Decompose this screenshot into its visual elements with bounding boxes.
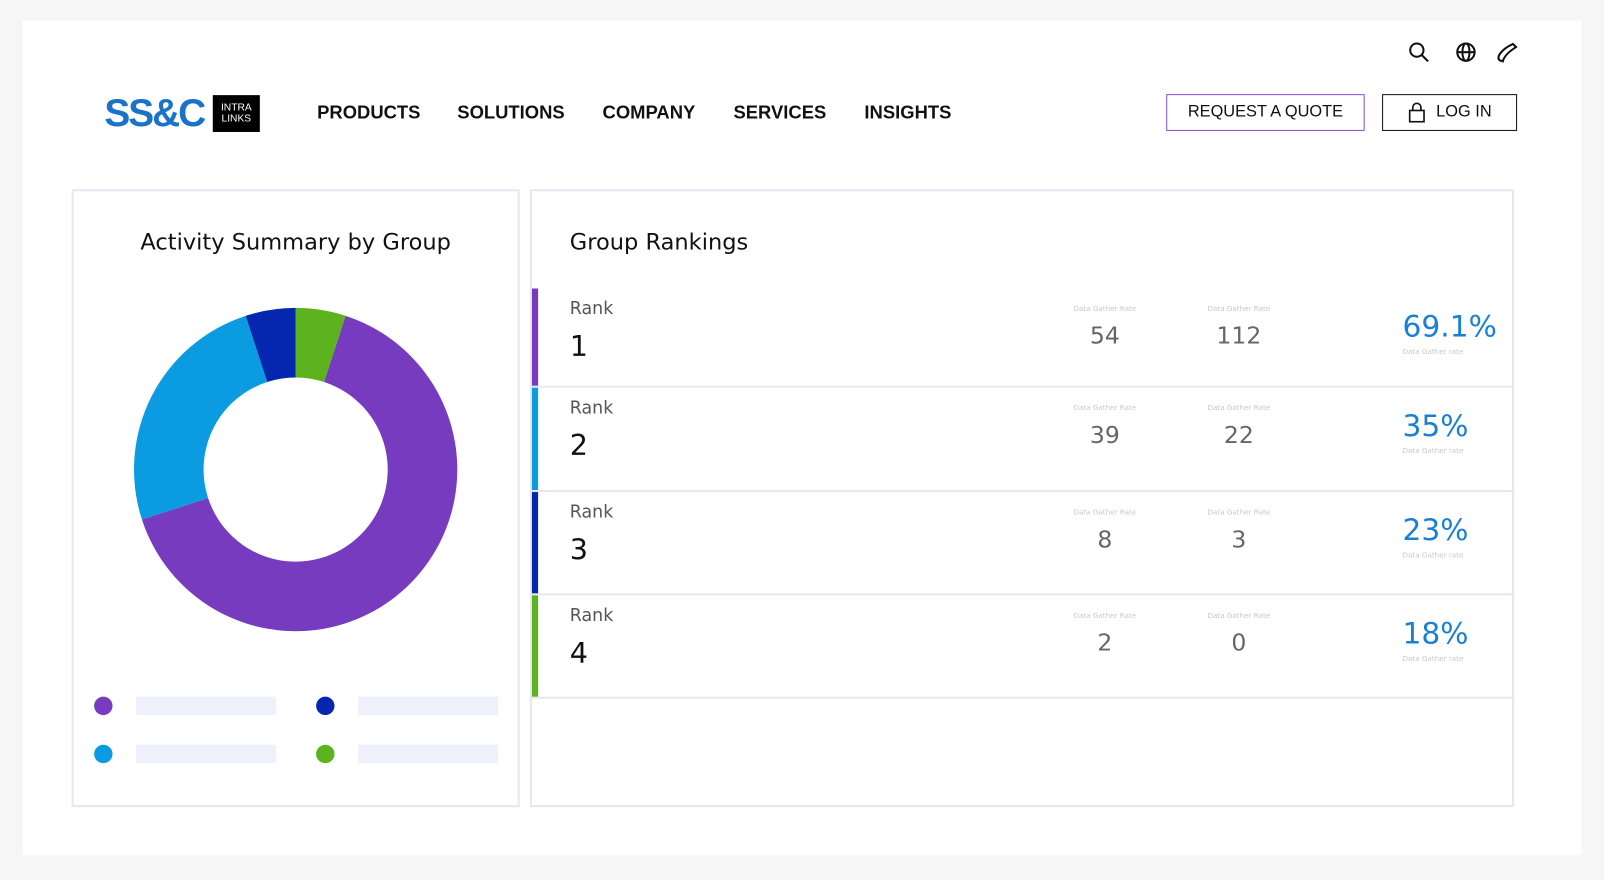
legend-placeholder — [136, 744, 277, 764]
metric-value: 54 — [1089, 323, 1120, 350]
rate-value: 18% — [1402, 615, 1469, 651]
chart-panel: Activity Summary by Group — [71, 189, 520, 808]
metric-label: Data Gather Rate — [1207, 404, 1271, 413]
ranking-row: Rank 2 Data Gather Rate 39 Data Gather Rate 2… — [531, 387, 1512, 493]
rate-label: Data Gather rate — [1402, 551, 1464, 560]
rank-label: Rank — [569, 397, 614, 419]
metric-value: 8 — [1097, 526, 1113, 554]
phone-icon[interactable] — [1497, 42, 1518, 63]
row-color-bar — [531, 492, 539, 594]
metric-label: Data Gather Rate — [1073, 611, 1137, 620]
metric-label: Data Gather Rate — [1073, 404, 1137, 413]
nav-item[interactable]: COMPANY — [602, 102, 696, 123]
row-color-bar — [531, 387, 539, 491]
rate-value: 69.1% — [1402, 308, 1497, 344]
quote-button[interactable]: REQUEST A QUOTE — [1166, 94, 1365, 131]
badge-line: LINKS — [221, 113, 252, 125]
donut-segment — [245, 307, 296, 382]
lock-icon — [1408, 102, 1425, 123]
legend-swatch — [316, 696, 335, 716]
metric-value: 112 — [1216, 323, 1262, 350]
nav-item[interactable]: INSIGHTS — [864, 102, 952, 123]
rankings-panel: Group Rankings Rank 1 Data Gather Rate 54 Da… — [529, 189, 1515, 808]
metric-label: Data Gather Rate — [1073, 508, 1137, 517]
donut-segment — [141, 315, 458, 632]
chart-title: Activity Summary by Group — [140, 230, 451, 256]
legend-placeholder — [136, 696, 277, 716]
rank-number: 1 — [569, 329, 589, 364]
donut-segment — [295, 307, 346, 382]
button-label: REQUEST A QUOTE — [1187, 103, 1344, 121]
row-color-bar — [531, 288, 539, 386]
metric-value: 0 — [1231, 630, 1247, 657]
rank-label: Rank — [569, 502, 614, 523]
donut-chart — [94, 307, 458, 764]
metric-label: Data Gather Rate — [1207, 508, 1271, 517]
legend-swatch — [316, 744, 335, 764]
nav-item[interactable]: SOLUTIONS — [457, 102, 565, 123]
metric-label: Data Gather Rate — [1073, 304, 1137, 314]
rate-value: 35% — [1402, 408, 1469, 443]
rank-label: Rank — [569, 298, 614, 320]
ranking-row: Rank 1 Data Gather Rate 54 Data Gather Rate 1… — [531, 288, 1512, 388]
metric-value: 22 — [1223, 422, 1254, 450]
rate-label: Data Gather rate — [1402, 347, 1464, 357]
rankings-title: Group Rankings — [569, 230, 749, 256]
metric-label: Data Gather Rate — [1207, 611, 1271, 620]
metric-value: 3 — [1231, 526, 1247, 554]
metric-value: 2 — [1097, 630, 1113, 657]
rank-number: 3 — [569, 532, 589, 567]
rank-number: 4 — [569, 636, 589, 671]
legend-swatch — [94, 744, 113, 764]
nav-item[interactable]: SERVICES — [733, 102, 827, 123]
donut-segment — [134, 315, 268, 520]
ranking-row: Rank 4 Data Gather Rate 2 Data Gather Rate 0 1… — [531, 595, 1512, 699]
search-icon[interactable] — [1409, 42, 1425, 58]
legend-placeholder — [358, 744, 499, 764]
ranking-row: Rank 3 Data Gather Rate 8 Data Gather Rate 3 2… — [531, 492, 1512, 596]
nav-item[interactable]: PRODUCTS — [317, 102, 421, 123]
rate-label: Data Gather rate — [1402, 447, 1464, 456]
badge-line: INTRA — [220, 102, 252, 114]
rate-label: Data Gather rate — [1402, 654, 1464, 663]
logo-badge: INTRA LINKS — [212, 95, 260, 132]
metric-label: Data Gather Rate — [1207, 304, 1271, 314]
legend-swatch — [94, 696, 113, 716]
login-button[interactable]: LOG IN — [1382, 94, 1518, 131]
row-color-bar — [531, 595, 539, 697]
logo-text: SS&C — [104, 92, 206, 136]
header-icons — [1409, 42, 1518, 63]
legend-placeholder — [358, 696, 499, 716]
metric-value: 39 — [1089, 422, 1120, 450]
rank-number: 2 — [569, 428, 589, 463]
button-label: LOG IN — [1436, 103, 1492, 121]
rank-label: Rank — [569, 605, 614, 627]
rate-value: 23% — [1402, 512, 1469, 548]
